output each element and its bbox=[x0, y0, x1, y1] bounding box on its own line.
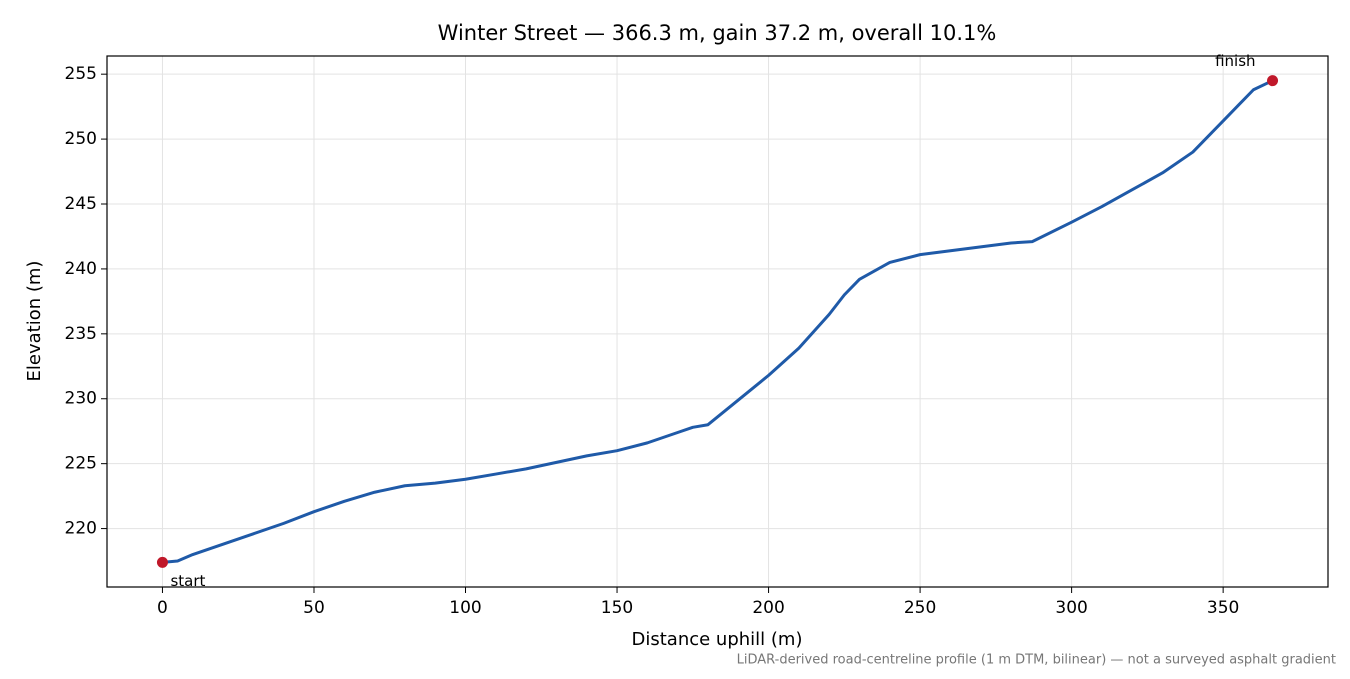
x-tick-label: 250 bbox=[904, 598, 936, 618]
x-tick-label: 50 bbox=[303, 598, 325, 618]
x-tick-label: 100 bbox=[449, 598, 481, 618]
y-tick-label: 230 bbox=[65, 389, 97, 409]
y-axis-label: Elevation (m) bbox=[24, 261, 45, 382]
y-tick-label: 220 bbox=[65, 519, 97, 539]
x-axis-label: Distance uphill (m) bbox=[632, 629, 803, 650]
x-tick-label: 300 bbox=[1055, 598, 1087, 618]
footnote: LiDAR-derived road-centreline profile (1… bbox=[737, 653, 1336, 668]
chart-title: Winter Street — 366.3 m, gain 37.2 m, ov… bbox=[438, 21, 997, 45]
endpoint-marker bbox=[1267, 75, 1279, 87]
y-tick-label: 245 bbox=[65, 194, 97, 214]
x-tick-label: 0 bbox=[157, 598, 168, 618]
x-tick-label: 150 bbox=[601, 598, 633, 618]
line bbox=[162, 79, 1274, 564]
x-tick-label: 350 bbox=[1207, 598, 1239, 618]
endpoint-label: finish bbox=[1215, 52, 1255, 70]
y-tick-label: 255 bbox=[65, 64, 97, 84]
y-tick-label: 225 bbox=[65, 454, 97, 474]
y-tick-label: 240 bbox=[65, 259, 97, 279]
endpoint-label: start bbox=[170, 572, 205, 590]
plot-frame bbox=[106, 55, 1329, 588]
endpoint-marker bbox=[156, 556, 168, 568]
y-tick-label: 235 bbox=[65, 324, 97, 344]
x-tick-label: 200 bbox=[752, 598, 784, 618]
y-tick-label: 250 bbox=[65, 129, 97, 149]
